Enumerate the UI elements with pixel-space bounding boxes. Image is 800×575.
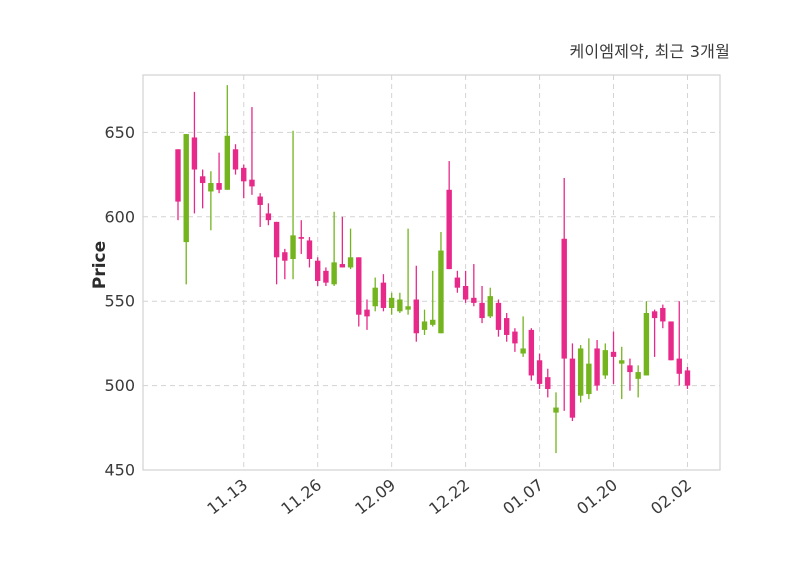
x-tick-label: 01.20	[573, 475, 621, 518]
candle-body-down	[314, 260, 321, 281]
candle-body-down	[462, 286, 469, 300]
y-tick-label: 500	[104, 376, 135, 395]
candle-body-down	[282, 252, 288, 261]
candle-body-up	[347, 257, 354, 268]
candle-body-up	[635, 372, 641, 379]
candle-body-down	[512, 331, 518, 344]
candle-body-up	[520, 348, 526, 354]
candle-body-up	[331, 262, 337, 285]
candle-body-up	[643, 313, 650, 376]
x-tick-label: 11.26	[277, 475, 325, 518]
candle-body-down	[306, 240, 313, 259]
candle-body-down	[528, 329, 535, 376]
candle-body-down	[298, 237, 304, 239]
candle-body-down	[561, 238, 567, 359]
candle-body-down	[273, 221, 280, 258]
candle-body-down	[249, 179, 255, 187]
candle-body-up	[553, 407, 559, 413]
y-tick-label: 550	[104, 292, 135, 311]
chart-title: 케이엠제약, 최근 3개월	[569, 42, 730, 61]
candle-body-down	[454, 277, 461, 288]
y-tick-label: 650	[104, 123, 135, 142]
candle-body-up	[208, 183, 214, 192]
candle-body-down	[684, 370, 691, 386]
x-tick-label: 01.07	[499, 475, 547, 518]
candle-body-up	[619, 360, 625, 364]
y-tick-label: 450	[104, 461, 135, 480]
candle-body-up	[183, 134, 189, 243]
candle-body-down	[446, 189, 452, 270]
candle-body-up	[372, 287, 378, 307]
candle-body-down	[265, 213, 272, 221]
candle-body-down	[339, 264, 346, 268]
candle-body-down	[503, 318, 510, 335]
candle-body-down	[676, 358, 682, 374]
candle-body-down	[569, 358, 576, 418]
y-axis-label: Price	[90, 240, 110, 290]
candle-body-down	[364, 309, 370, 317]
y-tick-label: 600	[104, 207, 135, 226]
x-tick-label: 12.22	[425, 475, 473, 518]
candle-body-up	[224, 135, 231, 190]
plot-border	[142, 74, 721, 471]
candle-body-up	[487, 296, 493, 317]
candle-body-down	[536, 360, 543, 384]
candle-body-up	[438, 250, 444, 334]
candle-body-down	[545, 377, 551, 389]
candle-body-down	[241, 167, 247, 182]
candle-body-up	[388, 297, 395, 308]
candle-body-down	[323, 270, 329, 283]
candle-body-up	[290, 235, 296, 259]
candle-body-up	[405, 306, 411, 310]
candle-body-down	[651, 311, 658, 319]
candle-body-up	[602, 350, 608, 376]
candle-body-down	[471, 297, 477, 303]
candle-body-down	[232, 149, 239, 170]
candle-body-down	[660, 307, 666, 322]
candle-body-up	[421, 321, 428, 330]
candle-body-down	[610, 351, 617, 357]
candle-body-down	[594, 348, 600, 386]
x-tick-label: 12.09	[351, 475, 399, 518]
candle-body-up	[577, 348, 584, 396]
candle-body-down	[495, 302, 502, 330]
candle-body-up	[586, 363, 592, 395]
candle-body-down	[668, 321, 674, 361]
candle-body-down	[175, 149, 181, 202]
candle-body-down	[191, 137, 198, 170]
candle-body-down	[380, 282, 387, 308]
candle-body-up	[430, 319, 436, 325]
candle-body-down	[199, 176, 206, 184]
candle-body-up	[397, 299, 403, 312]
candle-body-down	[413, 299, 420, 334]
candle-body-down	[216, 183, 222, 190]
x-tick-label: 11.13	[203, 475, 251, 518]
candle-body-down	[356, 257, 362, 315]
candle-body-down	[257, 196, 263, 205]
candle-body-down	[479, 302, 485, 319]
x-tick-label: 02.02	[647, 475, 695, 518]
candle-body-down	[627, 365, 633, 373]
